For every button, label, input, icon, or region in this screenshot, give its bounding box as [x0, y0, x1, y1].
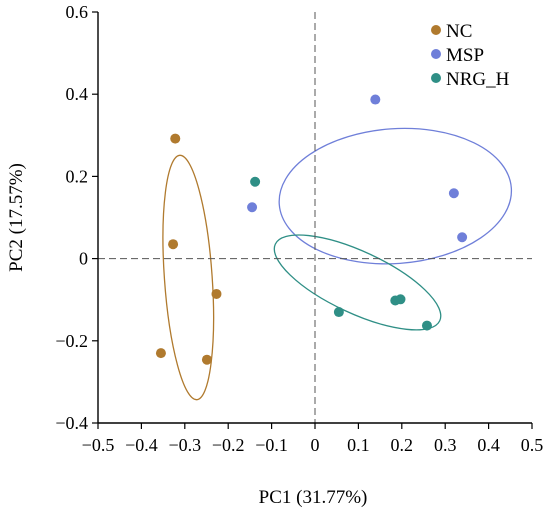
- y-tick-label: 0.4: [66, 84, 89, 104]
- zero-reference-lines: [98, 12, 532, 423]
- x-tick-label: −0.4: [125, 435, 158, 455]
- x-tick-label: −0.3: [168, 435, 201, 455]
- data-points: [155, 94, 468, 365]
- point-msp: [457, 232, 468, 243]
- confidence-ellipses: [162, 127, 513, 401]
- legend-marker-msp: [431, 49, 441, 59]
- x-axis-title: PC1 (31.77%): [259, 487, 368, 508]
- point-nrg-h: [333, 307, 344, 318]
- legend-label-nc: NC: [446, 21, 472, 42]
- y-tick-label: 0: [79, 249, 88, 269]
- y-tick-label: 0.6: [66, 2, 89, 22]
- point-nrg-h: [421, 320, 432, 331]
- y-axis-title: PC2 (17.57%): [6, 163, 27, 272]
- x-tick-label: 0.5: [521, 435, 544, 455]
- point-nc: [201, 354, 212, 365]
- y-tick-label: −0.2: [55, 331, 88, 351]
- x-axis-ticks: −0.5 −0.4 −0.3 −0.2 −0.1 0 0.1 0.2 0.3 0.4 0.5: [82, 423, 544, 455]
- x-tick-label: −0.5: [82, 435, 115, 455]
- point-nc: [170, 133, 181, 144]
- legend-marker-nc: [431, 25, 441, 35]
- y-tick-label: 0.2: [66, 166, 89, 186]
- y-tick-label: −0.4: [55, 413, 88, 433]
- point-nc: [211, 288, 222, 299]
- x-tick-label: −0.2: [212, 435, 245, 455]
- point-nc: [155, 348, 166, 359]
- legend-marker-nrg-h: [431, 73, 441, 83]
- legend: NC MSP NRG_H: [431, 21, 510, 90]
- x-tick-label: −0.1: [255, 435, 288, 455]
- x-tick-label: 0.3: [434, 435, 457, 455]
- legend-label-msp: MSP: [446, 45, 484, 66]
- legend-label-nrg-h: NRG_H: [446, 69, 510, 90]
- ellipse-msp: [278, 127, 513, 265]
- x-tick-label: 0: [311, 435, 320, 455]
- x-tick-label: 0.2: [391, 435, 414, 455]
- point-nrg-h: [250, 176, 261, 187]
- point-msp: [247, 202, 258, 213]
- x-tick-label: 0.4: [477, 435, 500, 455]
- point-nrg-h: [395, 294, 406, 305]
- y-axis-ticks: −0.4 −0.2 0 0.2 0.4 0.6: [55, 2, 98, 433]
- ellipse-nc: [162, 154, 215, 401]
- point-msp: [448, 188, 459, 199]
- ellipse-nrg-h: [273, 234, 442, 331]
- point-nc: [168, 239, 179, 250]
- point-msp: [370, 94, 381, 105]
- x-tick-label: 0.1: [347, 435, 370, 455]
